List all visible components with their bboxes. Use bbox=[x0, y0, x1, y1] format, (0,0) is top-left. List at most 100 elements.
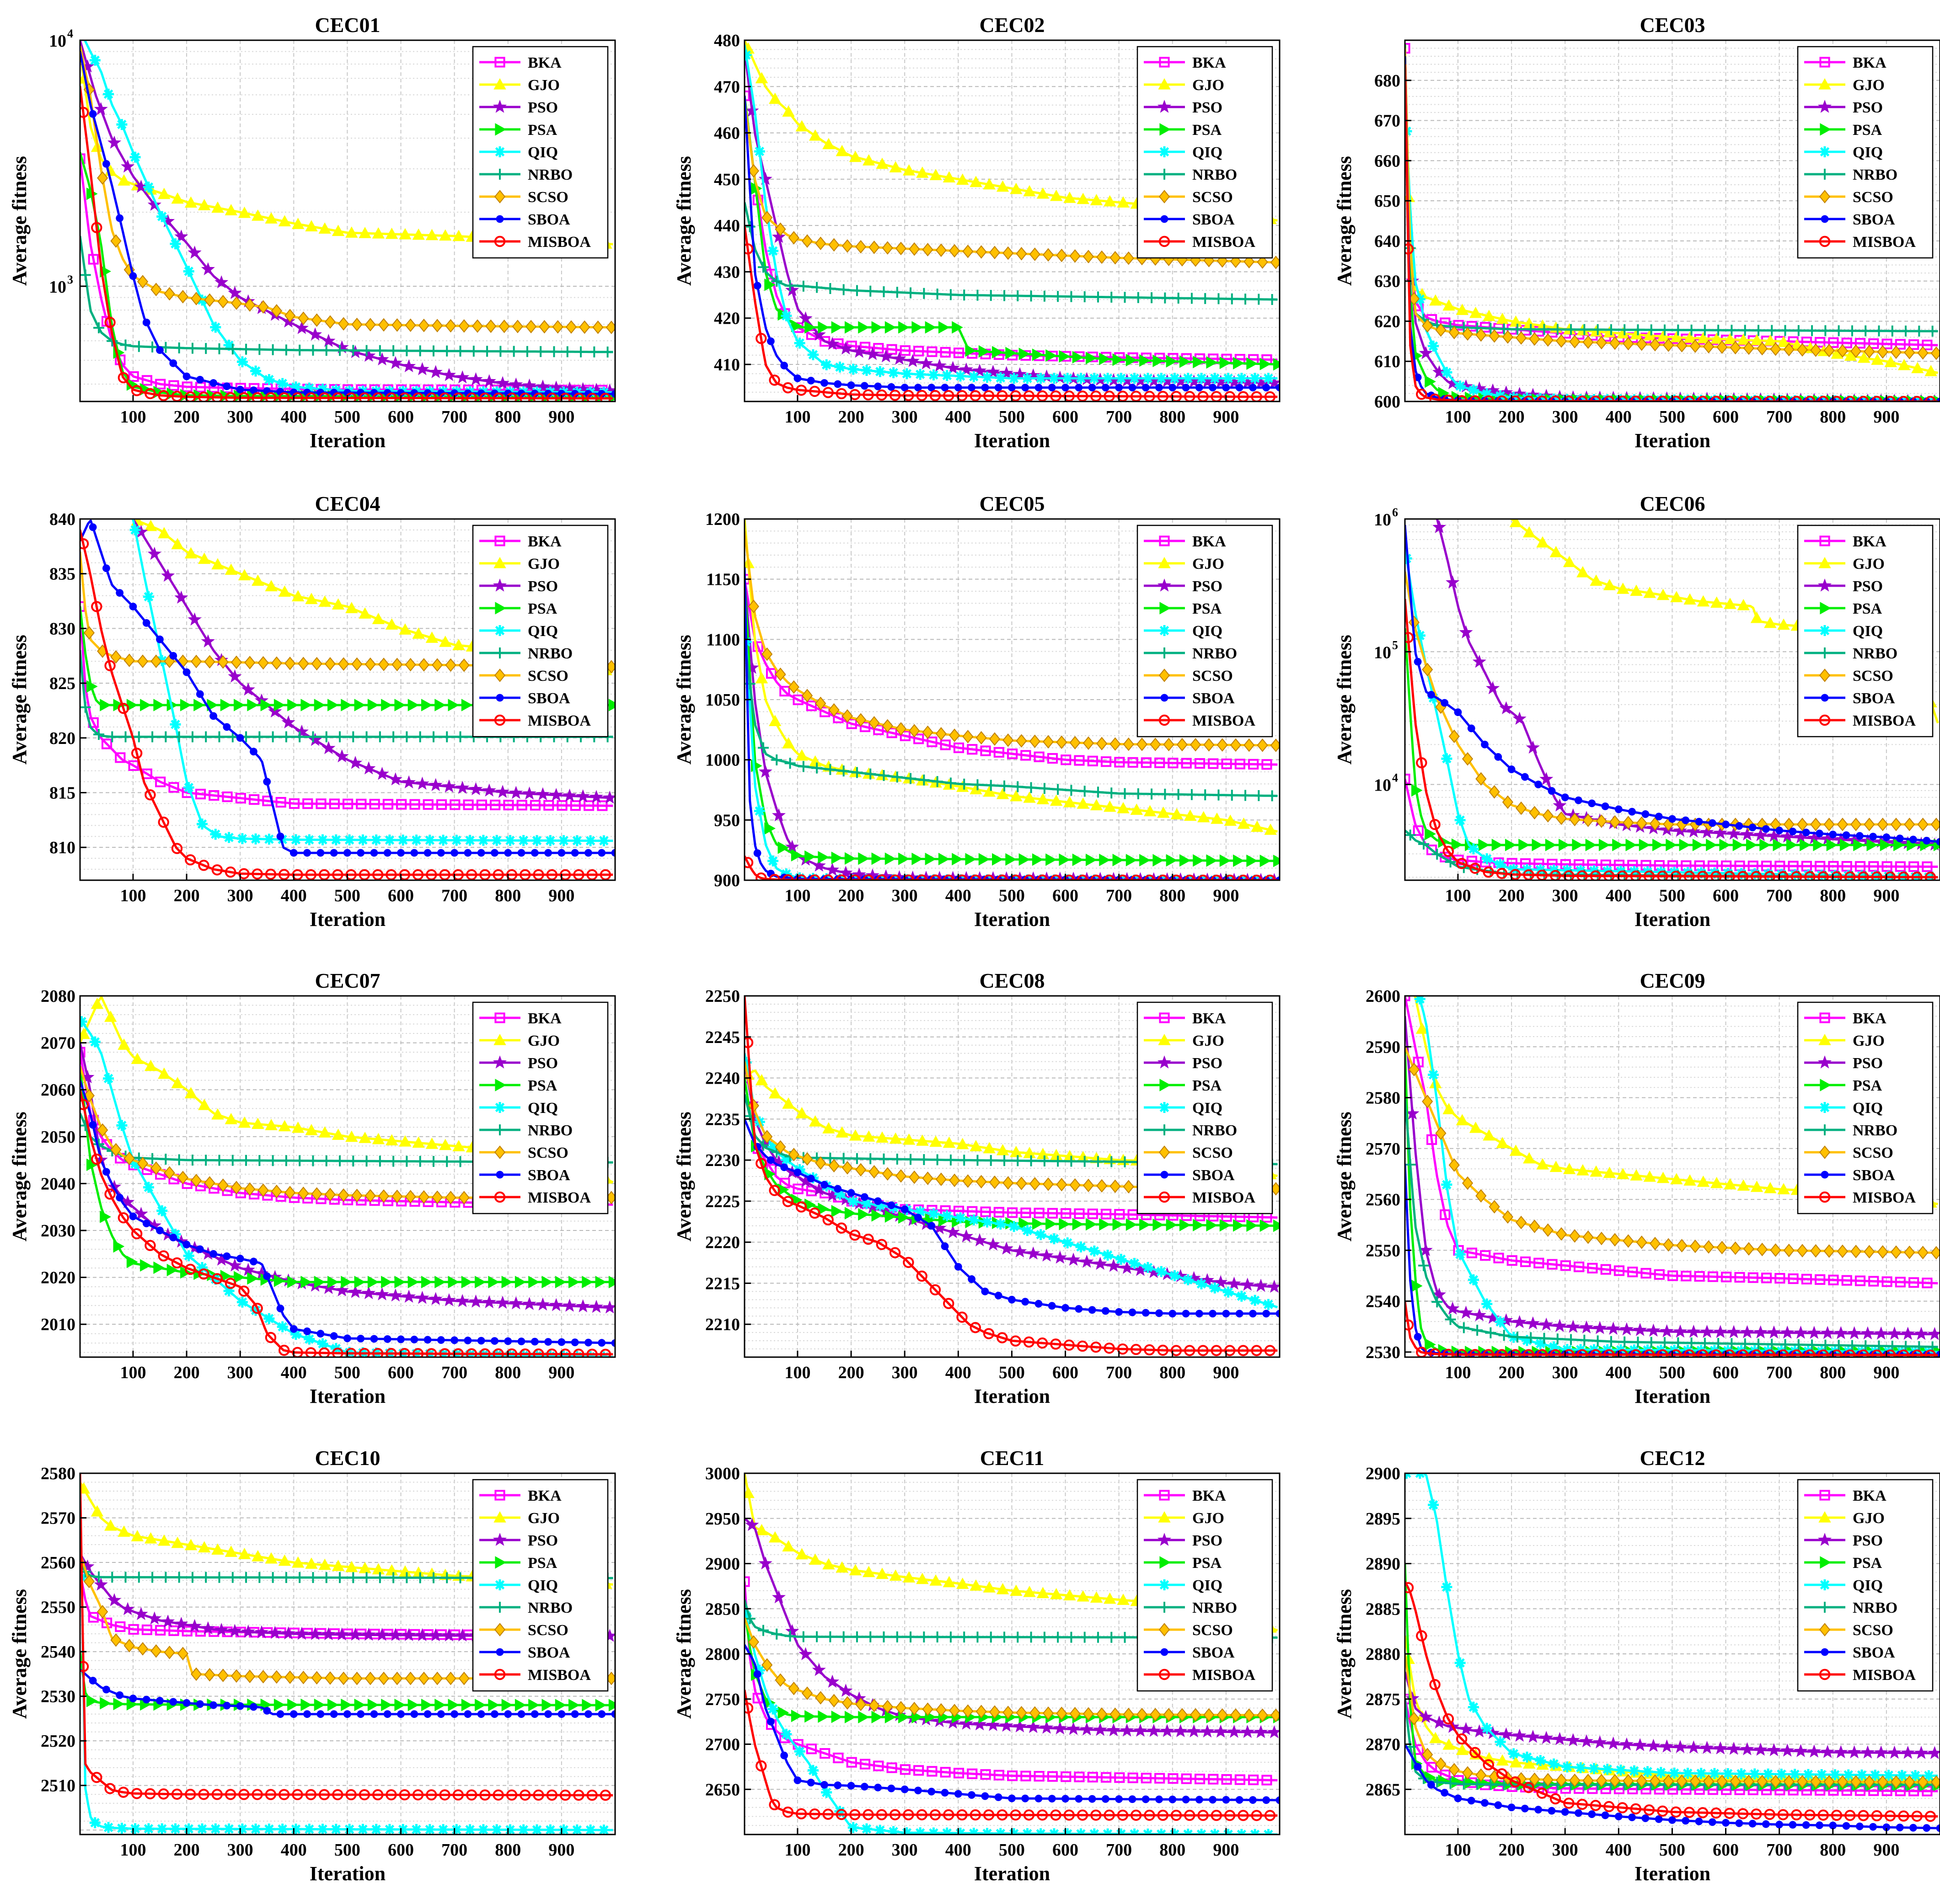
marker-sboa bbox=[1521, 773, 1529, 781]
marker-sboa bbox=[1441, 699, 1448, 707]
legend-label: SCSO bbox=[1192, 668, 1233, 685]
x-tick-label: 700 bbox=[1106, 1363, 1132, 1382]
marker-qiq bbox=[143, 1182, 154, 1193]
y-tick-label: 2220 bbox=[705, 1233, 740, 1252]
y-tick-label: 2570 bbox=[41, 1509, 75, 1528]
marker-qiq bbox=[928, 1209, 939, 1219]
marker-sboa bbox=[437, 1336, 445, 1344]
legend-label: MISBOA bbox=[1192, 1189, 1255, 1206]
marker-sboa bbox=[1481, 741, 1489, 749]
legend-label: BKA bbox=[1853, 54, 1886, 71]
marker-sboa bbox=[464, 1337, 472, 1344]
y-tick-label: 680 bbox=[1374, 71, 1400, 91]
x-tick-label: 300 bbox=[227, 407, 253, 427]
x-tick-label: 900 bbox=[1213, 407, 1239, 427]
legend-label: BKA bbox=[1853, 533, 1886, 550]
marker-qiq bbox=[942, 370, 953, 381]
marker-qiq bbox=[76, 406, 87, 417]
y-tick-label: 450 bbox=[714, 170, 740, 189]
marker-sboa bbox=[209, 712, 217, 720]
marker-qiq bbox=[1428, 341, 1439, 352]
y-tick-label: 440 bbox=[714, 216, 740, 235]
marker-qiq bbox=[384, 1824, 395, 1835]
marker-sboa bbox=[1168, 1310, 1176, 1317]
marker-qiq bbox=[76, 1016, 87, 1027]
marker-sboa bbox=[1494, 753, 1502, 761]
marker-sboa bbox=[196, 376, 204, 384]
marker-sboa bbox=[518, 1337, 525, 1345]
y-tick-label: 810 bbox=[49, 838, 75, 857]
x-tick-label: 500 bbox=[999, 886, 1025, 905]
marker-qiq bbox=[1142, 1262, 1153, 1273]
marker-sboa bbox=[531, 849, 539, 857]
x-tick-label: 200 bbox=[174, 407, 200, 427]
marker-sboa bbox=[544, 1710, 552, 1718]
marker-qiq bbox=[290, 1824, 301, 1834]
marker-sboa bbox=[544, 1338, 552, 1346]
legend-label: PSO bbox=[528, 1532, 558, 1549]
y-tick-label: 2210 bbox=[705, 1315, 740, 1334]
marker-qiq bbox=[250, 834, 261, 845]
marker-qiq bbox=[1129, 1258, 1140, 1269]
legend-label: SBOA bbox=[1192, 211, 1235, 228]
marker-qiq bbox=[116, 479, 127, 490]
marker-sboa bbox=[424, 1336, 432, 1344]
x-axis-label: Iteration bbox=[310, 1862, 386, 1885]
y-tick-label: 1000 bbox=[705, 751, 740, 770]
x-tick-label: 800 bbox=[495, 1363, 521, 1382]
marker-qiq bbox=[263, 834, 274, 845]
marker-sboa bbox=[1075, 384, 1083, 391]
marker-qiq bbox=[995, 372, 1006, 383]
marker-qiq bbox=[1102, 1250, 1113, 1261]
legend-label: QIQ bbox=[528, 1577, 558, 1594]
marker-qiq bbox=[344, 834, 355, 845]
marker-qiq bbox=[1249, 373, 1260, 384]
x-tick-label: 800 bbox=[1820, 886, 1846, 905]
legend-label: SBOA bbox=[528, 690, 570, 707]
marker-sboa bbox=[263, 1707, 271, 1715]
marker-gjo bbox=[105, 502, 116, 512]
marker-qiq bbox=[572, 1824, 583, 1835]
x-tick-label: 400 bbox=[281, 1363, 307, 1382]
marker-sboa bbox=[1749, 824, 1757, 831]
x-tick-label: 100 bbox=[120, 1840, 146, 1860]
marker-qiq bbox=[116, 1120, 127, 1131]
marker-sboa bbox=[941, 1242, 949, 1250]
marker-qiq bbox=[848, 364, 859, 375]
marker-qiq bbox=[424, 834, 435, 845]
x-tick-label: 100 bbox=[1445, 407, 1471, 427]
marker-gjo bbox=[1470, 494, 1481, 504]
legend-label: PSA bbox=[1853, 600, 1882, 617]
y-axis-label: Average fitness bbox=[8, 635, 31, 765]
x-tick-label: 700 bbox=[441, 1363, 467, 1382]
x-tick-label: 900 bbox=[548, 886, 574, 905]
marker-sboa bbox=[1427, 691, 1435, 699]
legend-label: QIQ bbox=[1853, 623, 1883, 640]
marker-sboa bbox=[598, 1339, 606, 1347]
marker-sboa bbox=[263, 1273, 271, 1280]
y-tick-label: 2590 bbox=[1366, 1038, 1400, 1057]
legend-label: SCSO bbox=[1192, 189, 1233, 206]
marker-qiq bbox=[210, 322, 221, 333]
marker-sboa bbox=[1075, 1305, 1083, 1313]
marker-qiq bbox=[1455, 380, 1466, 391]
marker-qiq bbox=[1263, 373, 1274, 384]
y-tick-label: 820 bbox=[49, 729, 75, 748]
marker-sboa bbox=[290, 1325, 298, 1333]
y-tick-label: 950 bbox=[714, 811, 740, 830]
marker-sboa bbox=[450, 849, 458, 857]
marker-qiq bbox=[263, 374, 274, 385]
x-tick-label: 700 bbox=[1766, 1363, 1792, 1382]
marker-qiq bbox=[90, 1037, 101, 1048]
marker-qiq bbox=[821, 359, 832, 370]
marker-qiq bbox=[794, 337, 805, 348]
marker-qiq bbox=[1236, 373, 1247, 384]
x-tick-label: 600 bbox=[1052, 407, 1078, 427]
marker-qiq bbox=[357, 1824, 368, 1835]
marker-gjo bbox=[91, 488, 102, 498]
marker-sboa bbox=[209, 1701, 217, 1709]
marker-sboa bbox=[223, 1702, 231, 1710]
marker-qiq bbox=[304, 1824, 315, 1834]
marker-sboa bbox=[901, 1205, 909, 1213]
